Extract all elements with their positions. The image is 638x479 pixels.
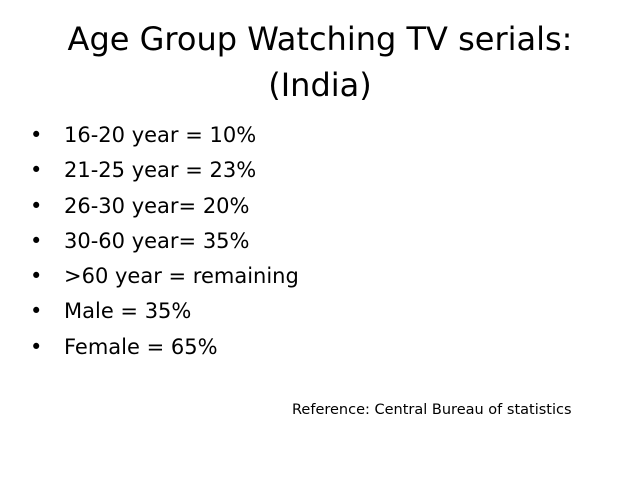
bullet-text: 21-25 year = 23%: [64, 158, 257, 183]
bullet-icon: •: [30, 299, 43, 324]
bullet-text: 30-60 year= 35%: [64, 228, 250, 253]
list-item: • Male = 35%: [30, 294, 299, 329]
bullet-icon: •: [30, 123, 43, 147]
bullet-icon: •: [30, 264, 43, 289]
bullet-text: Female = 65%: [64, 334, 218, 359]
bullet-text: 16-20 year = 10%: [64, 123, 257, 147]
slide-title: Age Group Watching TV serials: (India): [60, 16, 580, 108]
bullet-icon: •: [30, 228, 43, 253]
title-line-2: (India): [268, 66, 372, 104]
bullet-icon: •: [30, 193, 43, 218]
bullet-text: Male = 35%: [64, 299, 192, 324]
list-item: • Female = 65%: [30, 330, 299, 365]
list-item: • 30-60 year= 35%: [30, 224, 299, 259]
bullet-icon: •: [30, 334, 43, 359]
bullet-icon: •: [30, 158, 43, 183]
list-item: • 16-20 year = 10%: [30, 118, 299, 153]
title-line-1: Age Group Watching TV serials:: [67, 20, 573, 58]
list-item: • >60 year = remaining: [30, 259, 299, 294]
bullet-list: • 16-20 year = 10% • 21-25 year = 23% • …: [30, 118, 299, 365]
bullet-text: >60 year = remaining: [64, 264, 299, 289]
list-item: • 26-30 year= 20%: [30, 189, 299, 224]
bullet-text: 26-30 year= 20%: [64, 193, 250, 218]
list-item: • 21-25 year = 23%: [30, 153, 299, 188]
reference-note: Reference: Central Bureau of statistics: [292, 402, 572, 418]
